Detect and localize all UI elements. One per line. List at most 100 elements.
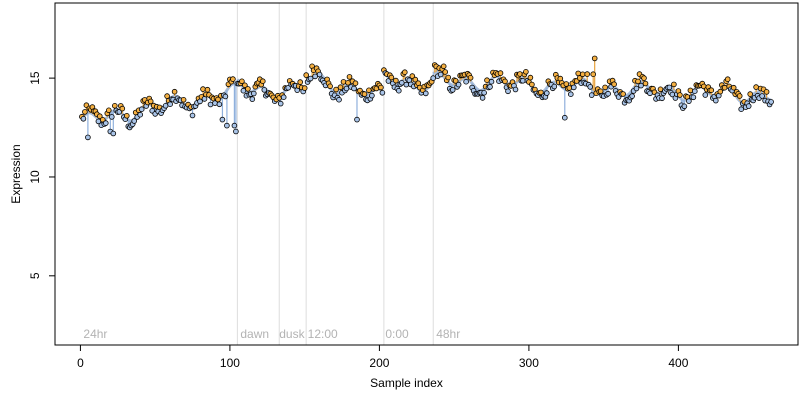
phase-boundaries <box>236 3 434 345</box>
data-point <box>479 95 486 101</box>
data-point <box>576 75 583 81</box>
data-point <box>167 101 173 107</box>
data-point <box>584 71 590 77</box>
data-points <box>79 55 774 141</box>
data-point <box>561 114 568 121</box>
data-point <box>445 74 452 81</box>
data-point <box>488 78 495 85</box>
data-point <box>497 70 504 76</box>
data-point <box>686 98 692 104</box>
phase-label: dusk <box>279 327 305 341</box>
data-point <box>231 122 238 129</box>
data-point <box>635 78 641 85</box>
data-point <box>570 84 577 91</box>
data-point <box>543 90 550 96</box>
data-point <box>340 79 347 85</box>
data-point <box>422 90 429 97</box>
data-point <box>566 85 573 91</box>
data-point <box>449 87 456 93</box>
data-point <box>137 111 144 118</box>
data-point <box>352 80 359 86</box>
data-point <box>346 74 353 80</box>
data-point <box>312 73 318 80</box>
data-point <box>481 90 487 96</box>
data-point <box>197 98 203 105</box>
data-point <box>109 114 115 120</box>
data-point <box>687 87 694 94</box>
data-point <box>378 84 384 91</box>
data-point <box>354 116 360 123</box>
data-point <box>551 83 558 90</box>
data-point <box>277 100 284 107</box>
data-point <box>753 84 759 90</box>
data-point <box>82 109 88 115</box>
data-point <box>588 92 595 98</box>
data-point <box>180 97 187 103</box>
x-tick-label: 400 <box>668 356 688 370</box>
data-point <box>131 118 138 124</box>
data-point <box>681 103 688 110</box>
data-point <box>717 88 724 95</box>
data-point <box>690 94 697 101</box>
y-tick-label: 5 <box>28 272 42 279</box>
data-point <box>487 84 493 90</box>
phase-label: 48hr <box>436 327 460 341</box>
phase-label: 0:00 <box>385 327 409 341</box>
data-point <box>366 87 372 94</box>
phase-label: 12:00 <box>308 327 338 341</box>
data-point <box>200 86 206 92</box>
data-point <box>301 85 308 91</box>
data-point <box>230 76 236 82</box>
data-point <box>529 81 535 88</box>
phase-label: dawn <box>240 327 269 341</box>
data-point <box>567 91 574 97</box>
data-point <box>398 80 405 86</box>
data-point <box>691 88 698 94</box>
data-point <box>452 78 459 84</box>
data-point <box>659 95 665 102</box>
data-point <box>239 78 245 85</box>
data-point <box>171 88 178 95</box>
data-point <box>730 84 737 91</box>
data-point <box>587 84 593 90</box>
data-point <box>430 75 437 81</box>
x-tick-label: 300 <box>519 356 539 370</box>
data-point <box>677 92 683 98</box>
data-point <box>591 55 598 62</box>
data-point <box>575 70 581 77</box>
data-point <box>605 90 611 97</box>
data-point <box>629 93 635 99</box>
data-point <box>124 113 130 119</box>
data-point <box>403 81 410 88</box>
data-point <box>351 85 357 92</box>
data-point <box>527 74 534 81</box>
data-point <box>520 78 526 84</box>
data-point <box>369 92 375 99</box>
data-point <box>333 86 339 93</box>
data-point <box>327 83 333 90</box>
data-point <box>401 69 408 75</box>
data-point <box>759 93 765 99</box>
data-point <box>523 69 529 75</box>
data-point <box>463 78 469 85</box>
data-point <box>647 90 653 97</box>
data-point <box>207 101 214 108</box>
data-point <box>602 84 608 91</box>
data-point <box>437 71 444 78</box>
x-tick-label: 200 <box>369 356 389 370</box>
data-point <box>297 79 304 85</box>
data-point <box>633 85 640 92</box>
data-point <box>106 107 112 114</box>
data-point <box>641 75 647 81</box>
data-point <box>563 81 570 87</box>
data-point <box>164 93 170 99</box>
data-point <box>412 76 419 83</box>
plot-frame <box>54 2 799 346</box>
data-point <box>189 112 196 119</box>
data-point <box>512 86 519 93</box>
x-tick-label: 0 <box>77 356 84 370</box>
data-point <box>85 134 91 141</box>
data-point <box>721 84 728 91</box>
x-axis-title: Sample index <box>370 376 443 390</box>
